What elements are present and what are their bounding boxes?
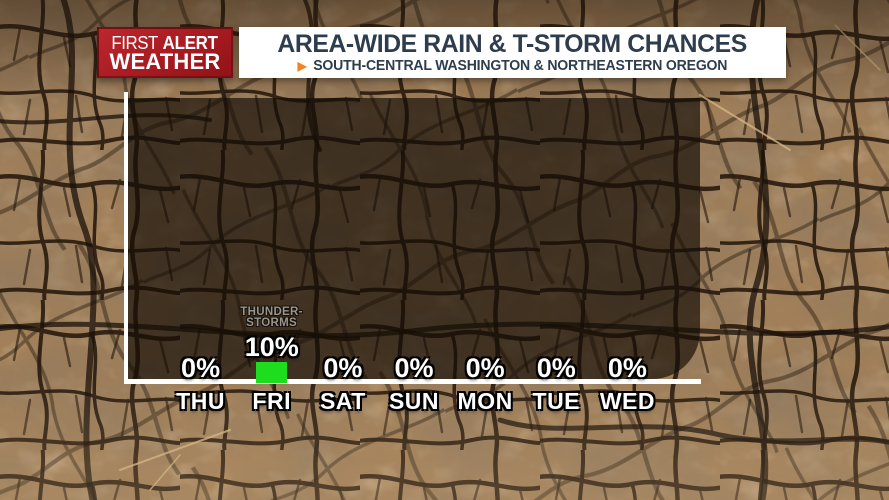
logo-weather: WEATHER (109, 48, 221, 74)
day-label: SUN (388, 388, 440, 414)
chart-column-tue: 0% TUE (521, 296, 592, 418)
chart-column-fri: THUNDER- STORMS 10% FRI (236, 296, 307, 418)
value-label: 0% (323, 353, 363, 383)
value-label: 0% (181, 353, 221, 383)
logo-first: FIRST (111, 32, 159, 53)
chart-column-mon: 0% MON (450, 296, 521, 418)
value-label: 0% (536, 353, 576, 383)
day-label: WED (599, 388, 655, 414)
day-label: SAT (319, 388, 366, 414)
first-alert-weather-logo: FIRST ALERT WEATHER (97, 27, 233, 78)
bar-fri (256, 362, 288, 383)
title-banner: AREA-WIDE RAIN & T-STORM CHANCES ▶ SOUTH… (239, 27, 786, 78)
bar-chart: 0% THU THUNDER- STORMS 10% FRI 0% SAT (165, 296, 663, 418)
chart-column-thu: 0% THU (165, 296, 236, 418)
chart-y-axis (124, 92, 128, 384)
value-label: 0% (465, 353, 505, 383)
day-label: THU (176, 388, 225, 414)
chart-subtitle-row: ▶ SOUTH-CENTRAL WASHINGTON & NORTHEASTER… (298, 58, 728, 74)
chart-column-wed: 0% WED (592, 296, 663, 418)
annotation-line1: THUNDER- (240, 304, 303, 318)
logo-alert: ALERT (163, 32, 219, 53)
chart-x-axis (124, 379, 701, 384)
play-arrow-icon: ▶ (297, 58, 307, 73)
annotation-line2: STORMS (246, 314, 298, 329)
chart-column-sat: 0% SAT (307, 296, 378, 418)
value-label: 0% (607, 353, 647, 383)
chart-subtitle: SOUTH-CENTRAL WASHINGTON & NORTHEASTERN … (313, 57, 728, 74)
chart-column-sun: 0% SUN (378, 296, 449, 418)
day-label: FRI (252, 388, 291, 414)
chart-title: AREA-WIDE RAIN & T-STORM CHANCES (277, 29, 748, 58)
day-label: MON (457, 388, 513, 414)
chart-backdrop-panel (128, 98, 700, 379)
thunderstorms-annotation: THUNDER- STORMS (240, 304, 303, 329)
logo-line1: FIRST ALERT (111, 32, 219, 53)
day-label: TUE (532, 388, 581, 414)
value-label: 10% (244, 332, 299, 362)
value-label: 0% (394, 353, 434, 383)
